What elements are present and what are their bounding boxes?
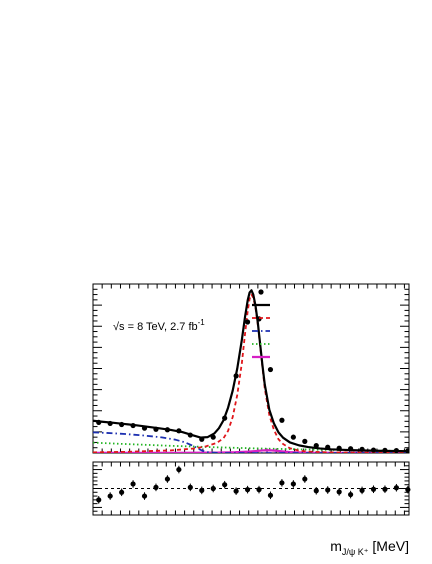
pull-point	[199, 487, 205, 493]
main-curves	[93, 289, 409, 453]
series-line-b-j-k	[93, 293, 409, 453]
data-point	[222, 415, 228, 421]
data-point	[370, 447, 377, 453]
data-point	[313, 443, 319, 449]
pull-panel: mJ/ψ K⁺ [MeV]	[92, 461, 411, 557]
pull-point	[348, 491, 354, 498]
data-point	[96, 419, 102, 425]
data-point	[119, 421, 125, 428]
pull-point	[153, 484, 159, 490]
data-point	[233, 373, 239, 379]
x-axis-title: mJ/ψ K⁺ [MeV]	[330, 538, 409, 557]
data-point	[187, 432, 193, 438]
pull-point	[210, 485, 216, 492]
data-point	[290, 434, 296, 440]
data-point	[348, 446, 354, 452]
x-axis-title-unit: [MeV]	[369, 538, 409, 554]
pull-point	[164, 476, 171, 482]
data-point	[164, 427, 171, 433]
data-point	[107, 420, 113, 427]
pull-point	[405, 487, 411, 493]
data-point	[267, 366, 274, 373]
pull-point	[107, 493, 113, 499]
data-point	[130, 422, 136, 429]
pull-point	[370, 486, 377, 492]
data-point	[279, 417, 285, 423]
data-point	[153, 426, 159, 432]
pull-point	[359, 487, 365, 493]
data-point	[210, 434, 216, 440]
legend-marker-data	[258, 289, 264, 295]
pull-point	[119, 489, 125, 495]
pull-point	[256, 487, 262, 493]
data-point	[393, 447, 400, 453]
pull-point	[325, 487, 331, 493]
pull-point	[302, 476, 308, 482]
series-line-prd	[93, 431, 409, 453]
pull-point	[96, 497, 102, 503]
pull-point	[267, 492, 274, 498]
series-line-total-fit-result	[93, 289, 409, 453]
data-point	[359, 446, 365, 452]
pull-point	[382, 486, 388, 492]
x-axis-title-symbol: m	[330, 538, 342, 554]
pull-point	[176, 466, 182, 473]
data-point	[382, 447, 388, 453]
x-axis-title-subscript: J/ψ K⁺	[342, 547, 369, 557]
pull-point	[279, 480, 285, 486]
data-point	[336, 445, 342, 451]
pull-point	[187, 484, 193, 490]
data-point	[176, 428, 182, 434]
data-point	[302, 438, 308, 444]
data-point	[199, 436, 205, 442]
main-panel: √s = 8 TeV, 2.7 fb-1	[92, 283, 410, 454]
energy-label: √s = 8 TeV, 2.7 fb-1	[113, 318, 205, 333]
pull-point	[290, 481, 296, 487]
data-point	[244, 319, 251, 325]
pull-point	[222, 482, 228, 488]
pull-point	[141, 493, 148, 499]
pull-point	[313, 488, 319, 494]
pull-point	[244, 487, 251, 493]
data-point	[141, 425, 148, 431]
pull-point	[336, 489, 342, 495]
data-point	[325, 444, 331, 450]
pull-point	[233, 488, 239, 494]
energy-label-superscript: -1	[198, 318, 206, 327]
data-point	[405, 448, 409, 453]
main-frame	[92, 283, 410, 454]
pull-point	[393, 485, 400, 491]
energy-label-text: √s = 8 TeV, 2.7 fb	[113, 321, 198, 333]
pull-point	[130, 481, 136, 487]
